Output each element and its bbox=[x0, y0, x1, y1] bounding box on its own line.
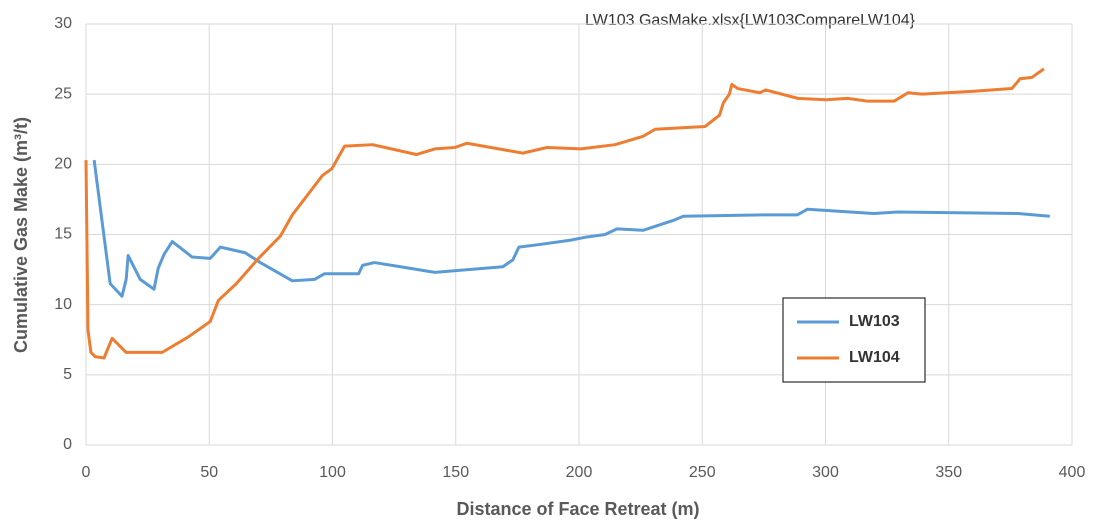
legend-label: LW104 bbox=[849, 349, 900, 366]
x-tick-label: 100 bbox=[319, 464, 346, 481]
x-tick-label: 150 bbox=[442, 464, 469, 481]
x-tick-label: 400 bbox=[1059, 464, 1086, 481]
y-tick-label: 20 bbox=[54, 156, 72, 173]
x-tick-label: 50 bbox=[200, 464, 218, 481]
x-tick-label: 250 bbox=[689, 464, 716, 481]
x-tick-label: 0 bbox=[82, 464, 91, 481]
y-tick-label: 30 bbox=[54, 15, 72, 32]
y-tick-label: 10 bbox=[54, 296, 72, 313]
y-tick-label: 5 bbox=[63, 366, 72, 383]
y-axis-title: Cumulative Gas Make (m³/t) bbox=[11, 117, 31, 353]
y-tick-label: 0 bbox=[63, 436, 72, 453]
legend-label: LW103 bbox=[849, 313, 900, 330]
x-axis-title: Distance of Face Retreat (m) bbox=[456, 499, 699, 519]
x-tick-label: 300 bbox=[812, 464, 839, 481]
chart-title: LW103 GasMake.xlsx{LW103CompareLW104} bbox=[585, 12, 916, 29]
x-tick-label: 200 bbox=[566, 464, 593, 481]
series-line bbox=[92, 159, 1050, 298]
y-tick-label: 15 bbox=[54, 226, 72, 243]
x-tick-label: 350 bbox=[935, 464, 962, 481]
y-tick-label: 25 bbox=[54, 85, 72, 102]
legend-box bbox=[782, 297, 926, 383]
series-line bbox=[84, 67, 1045, 360]
